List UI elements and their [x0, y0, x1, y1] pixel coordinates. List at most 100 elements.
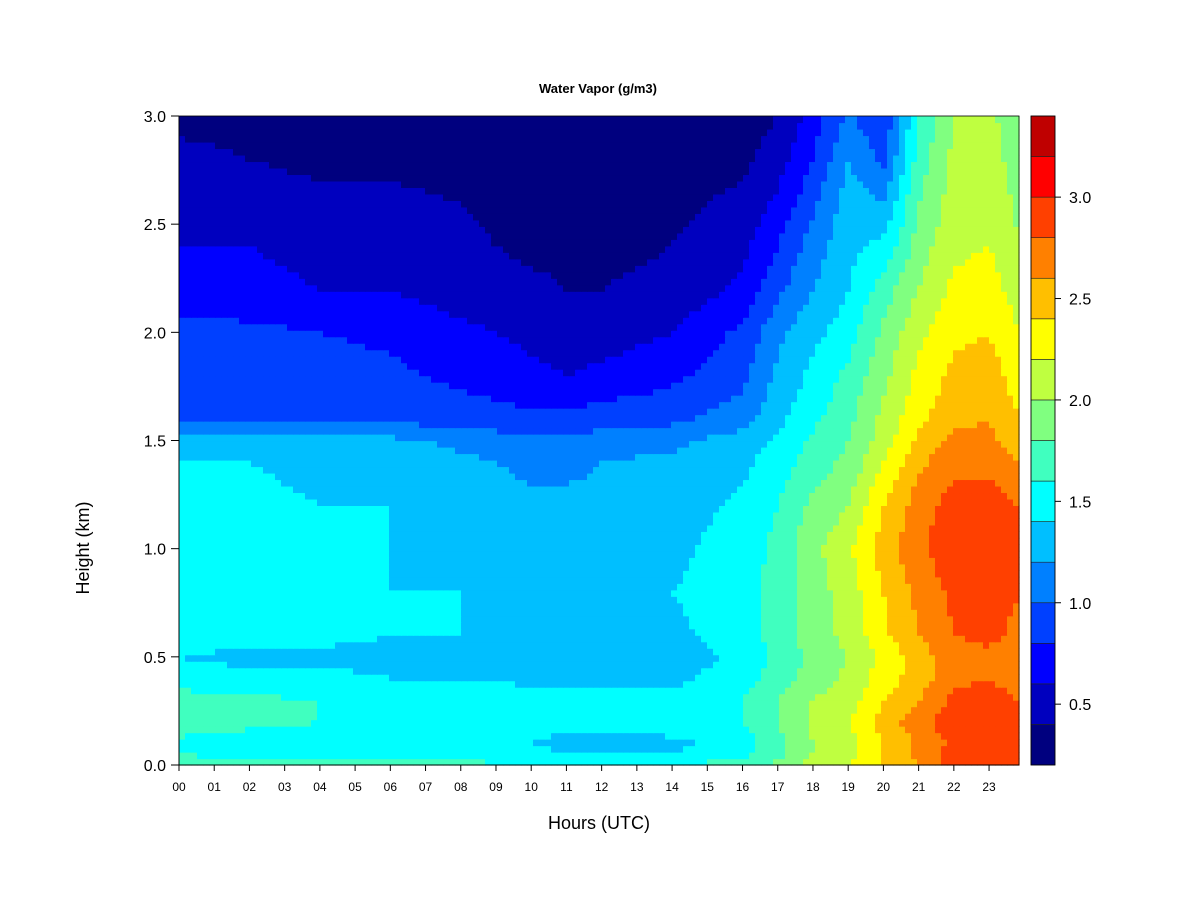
- contour-cell: [287, 648, 294, 656]
- contour-cell: [905, 752, 912, 760]
- contour-cell: [443, 680, 450, 688]
- contour-cell: [479, 635, 486, 643]
- contour-cell: [683, 687, 690, 695]
- contour-cell: [893, 602, 900, 610]
- contour-cell: [455, 732, 462, 740]
- contour-cell: [275, 758, 282, 766]
- contour-cell: [779, 739, 786, 747]
- contour-cell: [707, 557, 714, 565]
- contour-cell: [689, 706, 696, 714]
- contour-cell: [923, 732, 930, 740]
- contour-cell: [233, 537, 240, 545]
- contour-cell: [245, 609, 252, 617]
- contour-cell: [725, 661, 732, 669]
- contour-cell: [983, 719, 990, 727]
- contour-cell: [269, 745, 276, 753]
- contour-cell: [659, 648, 666, 656]
- contour-cell: [893, 661, 900, 669]
- contour-cell: [383, 609, 390, 617]
- contour-cell: [293, 648, 300, 656]
- contour-cell: [431, 739, 438, 747]
- contour-cell: [623, 674, 630, 682]
- contour-cell: [683, 628, 690, 636]
- contour-cell: [497, 622, 504, 630]
- contour-cell: [713, 667, 720, 675]
- contour-cell: [179, 583, 186, 591]
- contour-cell: [509, 550, 516, 558]
- contour-cell: [443, 615, 450, 623]
- contour-cell: [377, 576, 384, 584]
- contour-cell: [455, 667, 462, 675]
- contour-cell: [635, 713, 642, 721]
- contour-cell: [827, 635, 834, 643]
- contour-cell: [815, 635, 822, 643]
- contour-cell: [611, 758, 618, 766]
- contour-cell: [215, 648, 222, 656]
- contour-cell: [821, 674, 828, 682]
- contour-cell: [965, 706, 972, 714]
- contour-cell: [533, 622, 540, 630]
- contour-cell: [233, 745, 240, 753]
- contour-cell: [455, 661, 462, 669]
- contour-cell: [299, 641, 306, 649]
- contour-cell: [443, 641, 450, 649]
- contour-cell: [389, 739, 396, 747]
- contour-cell: [383, 550, 390, 558]
- contour-cell: [365, 687, 372, 695]
- contour-cell: [731, 550, 738, 558]
- contour-cell: [695, 615, 702, 623]
- contour-cell: [509, 758, 516, 766]
- contour-cell: [305, 661, 312, 669]
- contour-cell: [905, 758, 912, 766]
- contour-cell: [377, 602, 384, 610]
- contour-cell: [803, 615, 810, 623]
- contour-cell: [299, 576, 306, 584]
- contour-cell: [233, 654, 240, 662]
- contour-cell: [407, 596, 414, 604]
- contour-cell: [293, 563, 300, 571]
- contour-cell: [365, 739, 372, 747]
- contour-cell: [251, 635, 258, 643]
- contour-cell: [785, 700, 792, 708]
- contour-cell: [653, 550, 660, 558]
- contour-cell: [623, 544, 630, 552]
- contour-cell: [605, 596, 612, 604]
- contour-cell: [467, 700, 474, 708]
- contour-cell: [215, 609, 222, 617]
- contour-cell: [923, 700, 930, 708]
- contour-cell: [929, 693, 936, 701]
- contour-cell: [521, 550, 528, 558]
- contour-cell: [323, 667, 330, 675]
- contour-cell: [443, 602, 450, 610]
- contour-cell: [851, 700, 858, 708]
- contour-cell: [899, 706, 906, 714]
- contour-cell: [227, 609, 234, 617]
- contour-cell: [593, 648, 600, 656]
- contour-cell: [917, 609, 924, 617]
- contour-cell: [431, 628, 438, 636]
- contour-cell: [791, 719, 798, 727]
- contour-cell: [611, 641, 618, 649]
- contour-cell: [323, 576, 330, 584]
- contour-cell: [311, 615, 318, 623]
- contour-cell: [425, 576, 432, 584]
- contour-cell: [311, 628, 318, 636]
- contour-cell: [635, 693, 642, 701]
- contour-cell: [413, 602, 420, 610]
- contour-cell: [959, 628, 966, 636]
- contour-cell: [677, 719, 684, 727]
- contour-cell: [197, 732, 204, 740]
- contour-cell: [287, 693, 294, 701]
- contour-cell: [809, 537, 816, 545]
- contour-cell: [509, 641, 516, 649]
- contour-cell: [671, 641, 678, 649]
- contour-cell: [623, 563, 630, 571]
- contour-cell: [527, 589, 534, 597]
- contour-cell: [353, 680, 360, 688]
- contour-cell: [425, 739, 432, 747]
- contour-cell: [659, 726, 666, 734]
- contour-cell: [941, 602, 948, 610]
- contour-cell: [845, 680, 852, 688]
- contour-cell: [245, 641, 252, 649]
- contour-cell: [395, 661, 402, 669]
